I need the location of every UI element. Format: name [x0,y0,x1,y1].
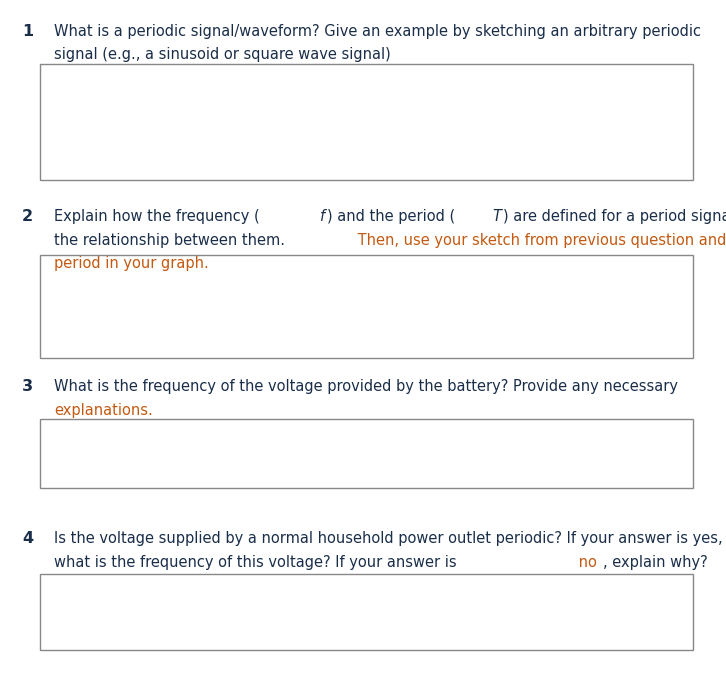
Text: f: f [320,209,325,224]
Text: T: T [492,209,501,224]
Text: signal (e.g., a sinusoid or square wave signal): signal (e.g., a sinusoid or square wave … [54,47,391,62]
Text: explanations.: explanations. [54,403,153,418]
Text: What is a periodic signal/waveform? Give an example by sketching an arbitrary pe: What is a periodic signal/waveform? Give… [54,24,701,39]
Text: ) and the period (: ) and the period ( [327,209,454,224]
Bar [40,255,693,358]
Text: What is the frequency of the voltage provided by the battery? Provide any necess: What is the frequency of the voltage pro… [54,379,679,394]
Bar [40,419,693,488]
Text: , explain why?: , explain why? [603,555,709,570]
Text: Is the voltage supplied by a normal household power outlet periodic? If your ans: Is the voltage supplied by a normal hous… [54,531,723,547]
Text: 4: 4 [22,531,33,547]
Text: Then, use your sketch from previous question and label the: Then, use your sketch from previous ques… [353,233,726,248]
Text: Explain how the frequency (: Explain how the frequency ( [54,209,260,224]
Bar [40,574,693,650]
Text: period in your graph.: period in your graph. [54,256,209,271]
Text: 1: 1 [22,24,33,39]
Text: 2: 2 [22,209,33,224]
Text: 3: 3 [22,379,33,394]
Text: no: no [574,555,597,570]
Bar [40,64,693,180]
Text: ) are defined for a period signal and what is: ) are defined for a period signal and wh… [504,209,726,224]
Text: what is the frequency of this voltage? If your answer is: what is the frequency of this voltage? I… [54,555,457,570]
Text: the relationship between them.: the relationship between them. [54,233,285,248]
